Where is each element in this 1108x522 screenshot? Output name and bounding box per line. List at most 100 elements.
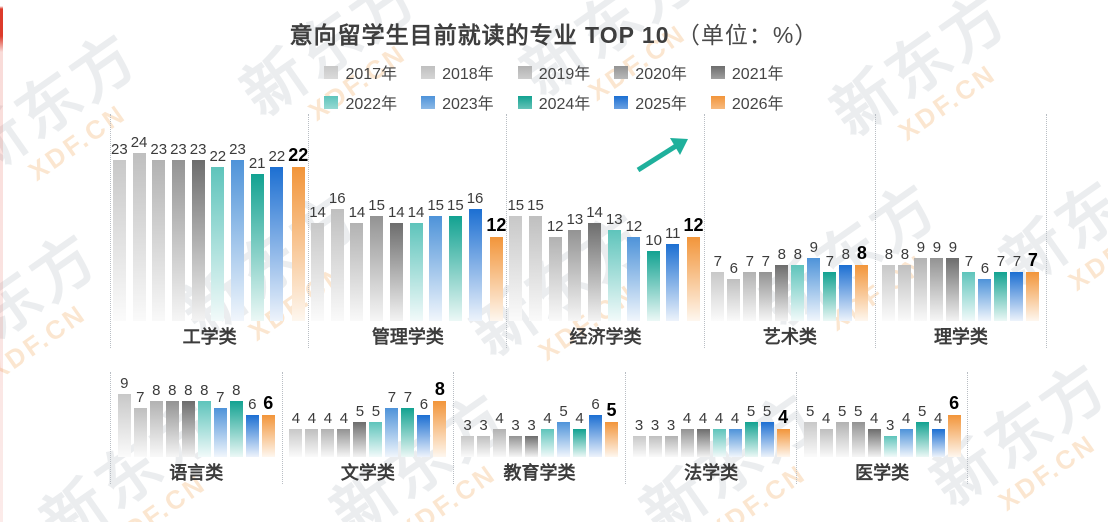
trend-up-arrow-icon xyxy=(636,138,688,173)
legend-label: 2018年 xyxy=(442,66,494,83)
bar xyxy=(728,429,742,457)
bar xyxy=(556,422,570,457)
bar-column: 5 xyxy=(604,400,618,457)
bar-value-label: 8 xyxy=(152,382,161,399)
bar-column: 9 xyxy=(807,240,821,321)
bar-column: 8 xyxy=(855,244,869,321)
bar-column: 9 xyxy=(930,240,944,321)
bar-value-label: 13 xyxy=(605,211,623,228)
bar-column: 9 xyxy=(946,239,960,321)
bar-value-label: 9 xyxy=(948,239,958,256)
bar-column: 6 xyxy=(947,393,961,457)
bar-group: 14 16 14 15 14 14 15 15 16 12 xyxy=(309,116,506,321)
bar xyxy=(627,237,641,321)
bar-value-label: 14 xyxy=(407,204,425,221)
legend-label: 2019年 xyxy=(538,66,591,83)
bar xyxy=(807,258,821,321)
bar-value-label: 5 xyxy=(762,403,772,420)
group-label: 管理学类 xyxy=(371,327,444,347)
bar-column: 22 xyxy=(269,149,285,321)
bar-column: 4 xyxy=(337,410,351,457)
bar xyxy=(245,415,259,457)
bar-column: 8 xyxy=(898,246,912,321)
bar-column: 13 xyxy=(567,212,583,321)
bar xyxy=(117,394,131,457)
bar-value-label: 24 xyxy=(130,134,148,151)
bar xyxy=(760,422,774,457)
bar-value-label: 8 xyxy=(168,382,177,399)
bar-column: 6 xyxy=(588,397,602,457)
legend-swatch xyxy=(421,95,436,109)
bar-value-label: 8 xyxy=(200,382,209,399)
bar-column: 5 xyxy=(556,404,570,457)
bar-column: 15 xyxy=(368,198,385,321)
bar-value-label: 15 xyxy=(507,197,525,214)
bar-value-label: 5 xyxy=(606,400,617,420)
bar xyxy=(353,422,367,457)
bar-column: 7 xyxy=(385,390,399,457)
chart-title: 意向留学生目前就读的专业 TOP 10 xyxy=(289,22,670,48)
bar-column: 4 xyxy=(289,410,303,457)
bar xyxy=(962,272,976,321)
charts-row-bottom: 9 7 8 8 8 8 7 8 6 6 语言类 4 4 4 4 5 5 7 7 6 8 文学类 3 3 4 3 3 4 5 4 6 5 教育学类… xyxy=(110,372,968,484)
bar xyxy=(666,244,680,321)
bar-value-label: 3 xyxy=(463,417,472,434)
page-title: 意向留学生目前就读的专业 TOP 10 （单位：%） xyxy=(0,16,1108,50)
bar-value-label: 8 xyxy=(777,246,787,263)
bar-value-label: 8 xyxy=(184,382,193,399)
legend-item: 2020年 xyxy=(614,60,687,84)
bar-column: 24 xyxy=(130,134,148,321)
bar-column: 12 xyxy=(486,216,506,321)
group-label: 语言类 xyxy=(169,463,224,483)
bar xyxy=(548,237,562,321)
bar-column: 21 xyxy=(249,156,266,321)
legend-label: 2020年 xyxy=(635,66,687,83)
bar-value-label: 15 xyxy=(447,197,464,214)
bar xyxy=(509,216,523,321)
chart-group-管理学类: 14 16 14 15 14 14 15 15 16 12 管理学类 xyxy=(308,114,506,348)
bar xyxy=(680,429,694,457)
bar-value-label: 8 xyxy=(900,246,910,263)
bar xyxy=(978,279,992,321)
bar-column: 3 xyxy=(508,418,522,457)
bar-column: 4 xyxy=(712,411,726,457)
bar-column: 4 xyxy=(867,411,881,457)
bar xyxy=(401,408,415,457)
bar-value-label: 7 xyxy=(825,253,835,270)
chart-group-教育学类: 3 3 4 3 3 4 5 4 6 5 教育学类 xyxy=(453,372,625,484)
bar-value-label: 22 xyxy=(288,145,309,165)
bar xyxy=(305,429,319,457)
bar-value-label: 4 xyxy=(339,410,349,427)
bar-column: 8 xyxy=(882,247,896,321)
bar-column: 3 xyxy=(460,417,474,457)
bar-value-label: 4 xyxy=(730,410,740,427)
bar-value-label: 4 xyxy=(291,410,301,427)
bar xyxy=(321,429,335,457)
bar-column: 4 xyxy=(899,411,913,457)
bar-column: 7 xyxy=(213,390,227,457)
bar-column: 23 xyxy=(150,142,167,321)
bar-column: 8 xyxy=(839,247,853,321)
bar-value-label: 6 xyxy=(980,260,990,277)
bar xyxy=(711,272,725,321)
bar xyxy=(946,258,960,321)
chart-group-语言类: 9 7 8 8 8 8 7 8 6 6 语言类 xyxy=(110,372,282,484)
bar-value-label: 6 xyxy=(949,393,960,413)
bar-value-label: 5 xyxy=(918,403,927,420)
bar xyxy=(417,415,431,457)
bar-column: 7 xyxy=(711,254,725,321)
bar-column: 8 xyxy=(229,383,243,457)
legend-label: 2024年 xyxy=(538,96,591,113)
bar-column: 14 xyxy=(407,204,425,321)
legend-label: 2026年 xyxy=(731,96,784,113)
bar xyxy=(687,237,701,321)
bar-column: 7 xyxy=(823,253,837,321)
bar-value-label: 16 xyxy=(466,190,484,207)
bar-value-label: 7 xyxy=(1027,250,1038,270)
bar xyxy=(568,230,582,321)
legend-item: 2025年 xyxy=(614,90,687,114)
bar-column: 3 xyxy=(664,418,678,457)
bar xyxy=(1026,272,1040,321)
